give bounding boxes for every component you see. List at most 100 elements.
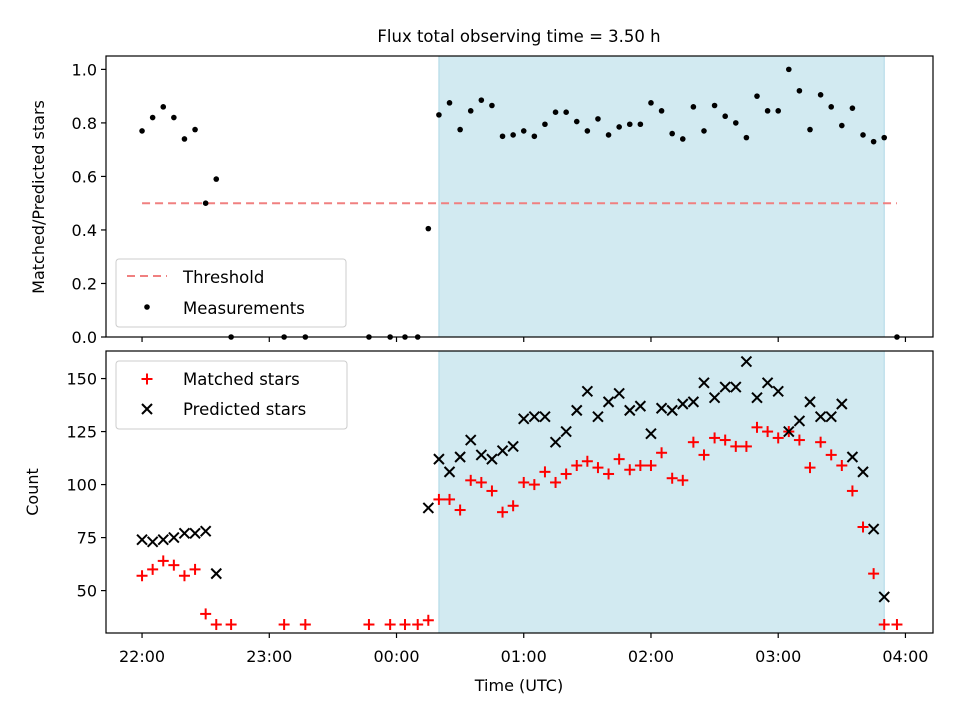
- bottom-legend: Matched stars Predicted stars: [115, 360, 348, 430]
- matched-star-point: [225, 619, 237, 631]
- predicted-star-point-b: [465, 434, 477, 446]
- predicted-star-point-b: [666, 404, 678, 417]
- predicted-star-point-b: [740, 355, 753, 368]
- predicted-star-point-b: [443, 466, 456, 478]
- measurement-point: [573, 118, 580, 125]
- matched-star-point: [592, 462, 604, 474]
- matched-star-point: [507, 500, 519, 512]
- matched-star-point: [422, 614, 434, 626]
- legend-x-marker-b: [141, 403, 153, 415]
- measurement-point: [658, 108, 665, 114]
- top-axes-frame: [105, 55, 934, 338]
- predicted-star-point-b: [708, 391, 721, 404]
- measurement-point: [711, 102, 718, 109]
- measurement-point: [202, 200, 209, 206]
- measurement-point: [160, 104, 167, 110]
- legend-predicted-label: Predicted stars: [183, 400, 306, 419]
- matched-star-point: [539, 466, 551, 478]
- predicted-star-point: [772, 385, 784, 397]
- predicted-star-point-b: [624, 404, 636, 417]
- predicted-star-point: [146, 536, 159, 548]
- predicted-star-point-b: [825, 411, 837, 423]
- measurement-point: [637, 121, 644, 128]
- matched-star-point: [278, 619, 290, 631]
- predicted-star-point: [666, 404, 678, 417]
- top-panel: 0.0 0.2 0.4 0.6 0.8 1.0 Matched/Predicted sta…: [29, 55, 934, 347]
- predicted-star-point: [825, 411, 837, 423]
- predicted-star-point-b: [475, 449, 488, 461]
- measurement-point: [786, 66, 792, 73]
- measurement-point: [722, 113, 728, 120]
- matched-star-point: [157, 555, 169, 567]
- predicted-star-point-b: [613, 387, 625, 400]
- measurement-point: [425, 225, 432, 232]
- predicted-star-point: [189, 527, 201, 540]
- measurement-point: [595, 116, 601, 122]
- predicted-star-point: [454, 451, 466, 463]
- matched-star-point: [399, 619, 411, 631]
- predicted-star-point: [496, 444, 509, 457]
- measurement-point: [648, 100, 654, 106]
- x-tick-label: 02:00: [628, 647, 674, 666]
- matched-star-point: [581, 455, 593, 467]
- matched-star-point: [384, 619, 396, 631]
- matched-star-point: [762, 426, 774, 438]
- predicted-star-point-b: [772, 385, 784, 397]
- predicted-star-point: [878, 591, 890, 603]
- predicted-star-point-b: [581, 385, 594, 397]
- matched-star-point: [730, 440, 742, 452]
- matched-star-point: [571, 459, 583, 471]
- matched-star-point: [136, 570, 148, 582]
- measurement-point: [467, 108, 474, 114]
- measurement-point: [732, 120, 739, 126]
- matched-star-point: [363, 619, 375, 631]
- predicted-star-point-b: [518, 413, 530, 425]
- predicted-star-point-b: [496, 444, 509, 457]
- matched-star-point: [613, 453, 625, 465]
- matched-star-point: [178, 570, 190, 582]
- top-ytick-label: 0.8: [72, 114, 97, 133]
- chart-title: Flux total observing time = 3.50 h: [377, 27, 660, 46]
- predicted-star-point-b: [422, 502, 435, 514]
- matched-star-point: [666, 472, 678, 484]
- predicted-star-point: [613, 387, 625, 400]
- top-ytick-label: 0.0: [72, 328, 97, 347]
- predicted-star-point-b: [677, 398, 689, 410]
- measurement-point: [520, 128, 527, 134]
- predicted-star-point-b: [539, 411, 551, 423]
- matched-star-point: [857, 521, 869, 533]
- matched-star-point: [200, 608, 212, 620]
- predicted-star-point-b: [560, 425, 572, 438]
- predicted-star-point: [178, 527, 191, 540]
- measurement-point: [754, 93, 760, 99]
- measurement-point: [701, 128, 707, 134]
- legend-predicted-swatch: [141, 403, 153, 415]
- predicted-star-point: [422, 502, 435, 514]
- measurement-point: [181, 136, 188, 142]
- predicted-star-point: [592, 411, 604, 423]
- matched-star-point: [465, 474, 477, 486]
- predicted-star-point-b: [571, 404, 583, 417]
- measurement-point: [870, 138, 877, 145]
- predicted-star-point: [687, 396, 700, 408]
- matched-star-point: [528, 479, 540, 491]
- predicted-star-point: [168, 531, 180, 544]
- predicted-star-point: [634, 400, 647, 412]
- matched-star-point: [299, 619, 311, 631]
- predicted-star-point-b: [136, 533, 148, 546]
- predicted-star-point-b: [793, 415, 806, 427]
- predicted-star-point: [740, 355, 753, 368]
- matched-star-point: [497, 506, 509, 518]
- top-shaded-region: [438, 55, 885, 338]
- matched-star-point: [815, 436, 827, 448]
- measurement-point: [828, 104, 835, 110]
- predicted-star-point-b: [761, 377, 774, 389]
- predicted-star-point-b: [645, 427, 657, 440]
- legend-measurements-label: Measurements: [183, 299, 305, 318]
- predicted-star-point: [475, 449, 488, 461]
- matched-star-point: [709, 432, 721, 444]
- matched-star-point: [772, 432, 784, 444]
- matched-star-point: [147, 563, 159, 575]
- predicted-star-point: [730, 381, 742, 393]
